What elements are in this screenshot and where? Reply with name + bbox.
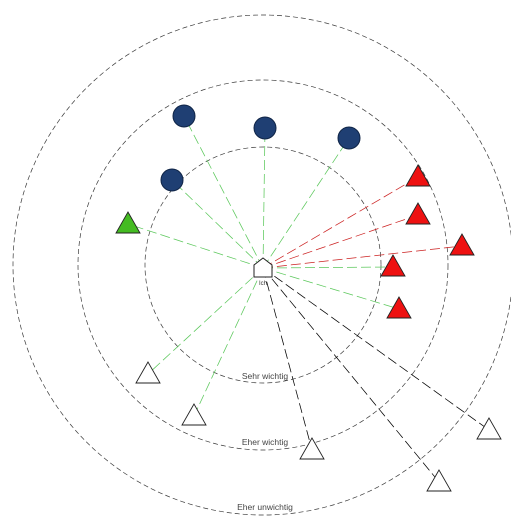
ring-label-outer: Eher unwichtig xyxy=(237,502,293,512)
node-circle-2 xyxy=(253,116,277,140)
node-circle-4 xyxy=(160,168,184,192)
node-white-triangle-4 xyxy=(476,417,502,440)
node-circle-1 xyxy=(172,104,196,128)
ego-house-icon xyxy=(253,257,273,278)
node-white-triangle-2 xyxy=(181,403,207,426)
tie-red-triangle-1 xyxy=(262,176,419,269)
node-red-triangle-3 xyxy=(449,233,475,256)
tie-red-triangle-3 xyxy=(262,245,463,269)
node-white-triangle-3 xyxy=(299,437,325,460)
node-red-triangle-2 xyxy=(405,202,431,225)
ego-label: Ich xyxy=(259,281,267,287)
tie-circle-4 xyxy=(171,179,264,269)
ring-label-inner: Sehr wichtig xyxy=(242,371,289,381)
tie-white-triangle-3 xyxy=(262,267,313,451)
node-red-triangle-1 xyxy=(405,164,431,187)
tie-red-triangle-5 xyxy=(262,267,400,310)
ring-middle xyxy=(77,79,449,451)
node-red-triangle-5 xyxy=(386,296,412,319)
tie-white-triangle-4 xyxy=(262,267,490,431)
nodes-layer xyxy=(115,104,502,492)
ties-layer xyxy=(127,115,490,483)
tie-white-triangle-1 xyxy=(147,267,264,375)
tie-circle-1 xyxy=(183,115,264,269)
node-green-triangle xyxy=(115,211,141,234)
ring-inner xyxy=(144,146,382,384)
tie-red-triangle-4 xyxy=(262,266,394,269)
tie-white-triangle-2 xyxy=(193,267,264,417)
ring-label-middle: Eher wichtig xyxy=(242,437,289,447)
tie-circle-3 xyxy=(262,137,350,269)
ring-outer xyxy=(12,14,511,516)
rings-layer: Sehr wichtig Eher wichtig Eher unwichtig xyxy=(12,14,511,516)
tie-white-triangle-5 xyxy=(262,267,440,483)
ego-node: Ich xyxy=(253,257,273,287)
node-red-triangle-4 xyxy=(380,254,406,277)
tie-circle-2 xyxy=(262,127,266,269)
tie-green-triangle xyxy=(127,223,264,269)
node-circle-3 xyxy=(337,126,361,150)
node-white-triangle-5 xyxy=(426,469,452,492)
node-white-triangle-1 xyxy=(135,361,161,384)
